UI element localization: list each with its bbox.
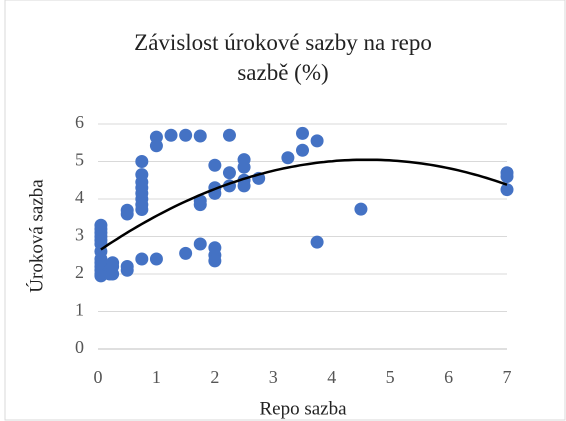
x-axis-title: Repo sazba bbox=[259, 398, 347, 419]
x-tick-label: 5 bbox=[386, 367, 395, 387]
y-tick-label: 3 bbox=[75, 225, 84, 245]
data-point bbox=[310, 134, 324, 148]
data-point bbox=[310, 235, 324, 249]
data-point bbox=[135, 155, 149, 168]
x-tick-label: 7 bbox=[503, 367, 512, 387]
y-tick-label: 2 bbox=[75, 262, 84, 282]
data-point bbox=[500, 170, 514, 183]
x-tick-label: 4 bbox=[327, 367, 336, 387]
data-point bbox=[106, 267, 120, 281]
data-point bbox=[135, 203, 149, 216]
trendline bbox=[100, 158, 508, 251]
data-point bbox=[135, 252, 149, 266]
data-point bbox=[222, 166, 236, 180]
data-point bbox=[164, 128, 178, 142]
y-tick-label: 5 bbox=[75, 150, 84, 170]
x-tick-label: 0 bbox=[94, 367, 103, 387]
data-point bbox=[281, 151, 295, 165]
data-point bbox=[149, 139, 163, 153]
data-point bbox=[296, 143, 309, 157]
data-point bbox=[193, 198, 207, 212]
data-point bbox=[193, 129, 207, 143]
data-point bbox=[120, 263, 134, 277]
data-point bbox=[179, 128, 193, 142]
data-point bbox=[296, 126, 309, 140]
y-tick-label: 0 bbox=[75, 337, 84, 357]
data-point bbox=[120, 207, 134, 221]
chart-title: Závislost úrokové sazby na repo sazbě (%… bbox=[134, 30, 432, 85]
x-tick-label: 6 bbox=[444, 367, 453, 387]
data-point bbox=[149, 252, 163, 266]
data-point bbox=[179, 246, 193, 260]
data-point bbox=[208, 254, 222, 268]
data-point bbox=[237, 160, 251, 174]
x-tick-label: 2 bbox=[210, 367, 219, 387]
x-tick-label: 1 bbox=[152, 367, 161, 387]
data-point bbox=[208, 158, 222, 172]
data-point bbox=[222, 128, 236, 142]
data-point bbox=[237, 179, 251, 193]
data-point bbox=[500, 183, 514, 197]
y-tick-label: 6 bbox=[75, 112, 84, 132]
y-tick-label: 1 bbox=[75, 300, 84, 320]
chart-border bbox=[4, 0, 566, 421]
data-point bbox=[354, 202, 368, 216]
y-axis-title: Úroková sazba bbox=[25, 179, 47, 293]
y-tick-label: 4 bbox=[75, 187, 84, 207]
x-tick-label: 3 bbox=[269, 367, 278, 387]
data-point bbox=[193, 237, 207, 251]
